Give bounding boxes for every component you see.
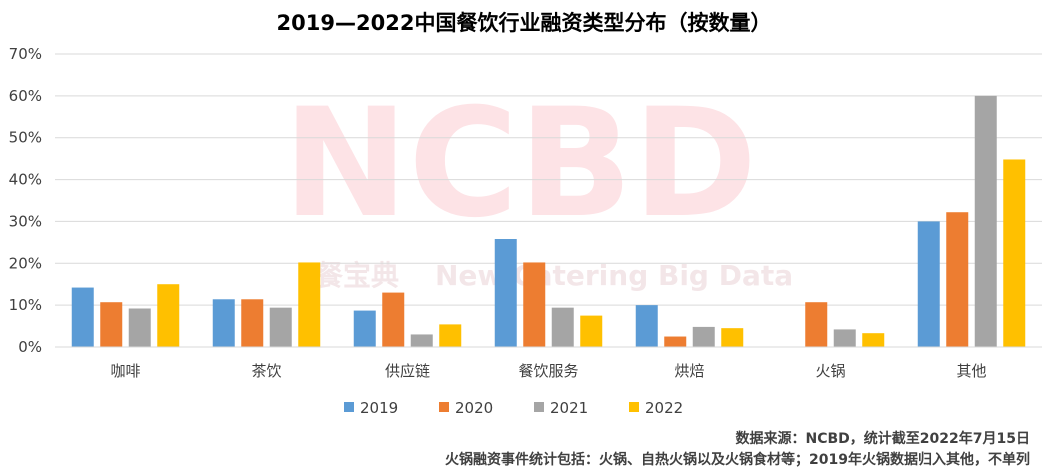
bar-2021 [410,334,433,347]
bar-2022 [439,324,462,347]
bar-2019 [212,299,235,347]
bar-2022 [721,328,744,347]
bar-2021 [692,326,715,347]
bar-2021 [128,308,151,347]
bar-2020 [382,292,405,347]
bar-2022 [157,284,180,347]
chart-title: 2019—2022中国餐饮行业融资类型分布（按数量） [277,11,772,35]
bar-2020 [805,302,828,347]
bar-2020 [664,336,687,347]
bar-2022 [580,315,603,347]
bar-2022 [1003,159,1026,347]
y-tick-label: 70% [9,45,42,63]
y-axis-ticks: 0% 10% 20% 30% 40% 50% 60% 70% [9,45,42,356]
y-tick-label: 30% [9,212,42,230]
bar-2021 [269,307,292,347]
bar-2019 [353,310,376,347]
legend: 2019 2020 2021 2022 [344,399,683,417]
y-tick-label: 40% [9,171,42,189]
bar-2019 [917,221,940,347]
bar-2021 [833,329,856,347]
x-tick-label: 供应链 [385,362,430,380]
x-tick-label: 火锅 [815,362,845,380]
bar-2021 [551,307,574,347]
bar-2019 [635,305,658,347]
x-tick-label: 餐饮服务 [518,362,578,380]
legend-label: 2020 [455,399,493,417]
bars [71,95,1026,347]
watermark-tagline-en: New Catering Big Data [435,259,793,292]
y-tick-label: 50% [9,129,42,147]
legend-swatch [344,402,354,412]
y-tick-label: 60% [9,87,42,105]
y-tick-label: 10% [9,296,42,314]
footnote: 火锅融资事件统计包括：火锅、自热火锅以及火锅食材等；2019年火锅数据归入其他，… [445,451,1030,468]
y-tick-label: 20% [9,254,42,272]
watermark-tagline-cn: 餐宝典 [315,259,399,292]
x-axis-ticks: 咖啡 茶饮 供应链 餐饮服务 烘焙 火锅 其他 [110,362,986,380]
bar-2020 [946,212,969,347]
legend-swatch [439,402,449,412]
gridlines [55,53,1042,306]
x-tick-label: 其他 [956,362,986,380]
legend-swatch [629,402,639,412]
bar-2021 [974,95,997,347]
source-note: 数据来源：NCBD，统计截至2022年7月15日 [736,430,1030,447]
bar-2019 [71,287,94,347]
bar-2022 [862,333,885,347]
bar-2019 [494,239,517,347]
legend-label: 2022 [645,399,683,417]
x-tick-label: 烘焙 [674,362,704,380]
y-tick-label: 0% [18,338,42,356]
legend-label: 2019 [360,399,398,417]
x-tick-label: 咖啡 [110,362,140,380]
bar-2020 [100,302,123,347]
bar-2020 [241,299,264,347]
bar-2020 [523,262,546,347]
legend-swatch [534,402,544,412]
watermark: NCBD 餐宝典 New Catering Big Data [283,77,793,292]
x-tick-label: 茶饮 [251,362,281,380]
legend-label: 2021 [550,399,588,417]
bar-2022 [298,262,321,347]
watermark-logo: NCBD [283,77,757,251]
